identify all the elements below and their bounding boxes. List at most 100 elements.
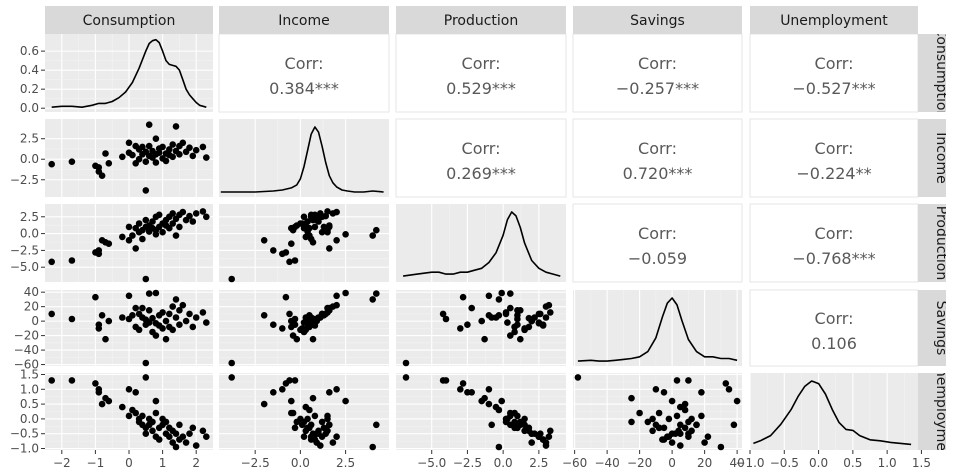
scatter-point bbox=[159, 325, 166, 332]
scatter-point bbox=[311, 223, 319, 231]
density-curve bbox=[402, 211, 561, 277]
scatter-point bbox=[655, 409, 663, 417]
strip-top-2: Production bbox=[396, 6, 566, 34]
scatter-point bbox=[95, 325, 103, 332]
density-curve bbox=[51, 38, 207, 108]
corr-value: −0.257*** bbox=[616, 79, 699, 98]
scatter-point bbox=[169, 326, 176, 334]
scatter-point bbox=[166, 224, 173, 232]
scatter-point bbox=[326, 421, 333, 429]
panel-background bbox=[573, 290, 742, 366]
scatter-point bbox=[48, 160, 55, 168]
panel-r0-c0 bbox=[45, 34, 213, 112]
scatter-point bbox=[172, 232, 180, 239]
scatter-point bbox=[162, 317, 170, 325]
strip-right-label: Unemployment bbox=[933, 358, 949, 466]
scatter-point bbox=[132, 409, 139, 417]
scatter-point bbox=[142, 374, 150, 381]
scatter-point bbox=[172, 296, 180, 303]
y-tick-label: 0.0 bbox=[20, 152, 39, 166]
corr-panel-background bbox=[572, 33, 743, 113]
x-tick-label: 1.0 bbox=[878, 456, 897, 470]
scatter-point bbox=[309, 394, 317, 402]
scatter-point bbox=[542, 442, 550, 449]
scatter-point bbox=[203, 213, 210, 221]
scatter-point bbox=[326, 304, 333, 312]
scatter-point bbox=[514, 307, 521, 314]
scatter-point bbox=[192, 442, 200, 449]
x-tick-label: 0.0 bbox=[291, 456, 310, 470]
scatter-point bbox=[260, 400, 268, 408]
scatter-point bbox=[169, 220, 176, 227]
scatter-point bbox=[152, 159, 160, 166]
scatter-point bbox=[665, 433, 673, 441]
panel-r1-c0 bbox=[45, 119, 213, 197]
y-tick-label: 1.0 bbox=[20, 382, 39, 396]
scatter-point bbox=[402, 359, 410, 367]
corr-label: Corr: bbox=[462, 139, 501, 158]
scatter-point bbox=[504, 319, 511, 326]
scatter-point bbox=[704, 433, 712, 441]
scatter-point bbox=[537, 310, 544, 318]
y-tick-label: −1.0 bbox=[10, 442, 39, 456]
scatter-point bbox=[125, 386, 133, 393]
panel-r4-c4 bbox=[749, 373, 918, 450]
scatter-point bbox=[333, 208, 340, 216]
scatter-point bbox=[125, 223, 133, 231]
scatter-point bbox=[179, 139, 187, 147]
x-tick-label: −0.5 bbox=[770, 456, 799, 470]
corr-panel-background bbox=[218, 33, 390, 113]
x-tick-label: −2 bbox=[53, 456, 71, 470]
corr-label: Corr: bbox=[815, 309, 854, 328]
scatter-point bbox=[333, 386, 340, 393]
scatter-point bbox=[179, 433, 187, 441]
scatter-point bbox=[306, 406, 313, 414]
scatter-point bbox=[142, 275, 150, 283]
strip-right-label: Savings bbox=[933, 301, 949, 356]
panel-r3-c1 bbox=[219, 289, 389, 367]
scatter-point bbox=[189, 152, 197, 160]
scatter-point bbox=[373, 421, 380, 429]
corr-value: 0.720*** bbox=[623, 164, 693, 183]
scatter-point bbox=[48, 310, 55, 318]
scatter-point bbox=[270, 389, 277, 396]
y-tick-label: −60 bbox=[14, 358, 39, 372]
x-tick-label: 1.5 bbox=[912, 456, 931, 470]
strip-right-background bbox=[918, 119, 946, 197]
scatter-point bbox=[145, 226, 153, 234]
scatter-point bbox=[317, 314, 324, 321]
scatter-point bbox=[369, 232, 377, 239]
scatter-point bbox=[169, 303, 176, 310]
corr-value: 0.384*** bbox=[269, 79, 339, 98]
scatter-point bbox=[199, 143, 207, 151]
scatter-point bbox=[152, 409, 160, 417]
scatter-point bbox=[98, 400, 106, 408]
x-tick-label: −1.0 bbox=[735, 456, 764, 470]
scatter-point bbox=[68, 257, 76, 264]
scatter-point bbox=[291, 321, 299, 329]
corr-label: Corr: bbox=[638, 139, 677, 158]
scatter-point bbox=[119, 314, 126, 321]
corr-value: −0.527*** bbox=[792, 79, 875, 98]
scatter-point bbox=[402, 374, 410, 381]
scatter-point bbox=[688, 427, 695, 435]
corr-panel-r3-c4: Corr: 0.106 bbox=[749, 289, 919, 367]
panel-r3-c0 bbox=[45, 289, 213, 367]
scatter-point bbox=[514, 421, 521, 429]
scatter-point bbox=[730, 421, 738, 429]
scatter-point bbox=[270, 247, 277, 254]
scatter-point bbox=[189, 323, 197, 331]
corr-label: Corr: bbox=[638, 54, 677, 73]
scatter-point bbox=[329, 439, 337, 446]
scatter-point bbox=[324, 415, 331, 423]
scatter-point bbox=[172, 123, 180, 130]
strip-right-background bbox=[918, 373, 946, 450]
scatter-point bbox=[304, 424, 311, 432]
scatter-point bbox=[373, 226, 380, 234]
scatter-point bbox=[668, 397, 676, 405]
scatter-point bbox=[203, 433, 210, 441]
scatter-point bbox=[542, 314, 550, 321]
scatter-point bbox=[681, 406, 689, 414]
panel-background bbox=[396, 204, 566, 282]
y-tick-label: −2.5 bbox=[10, 173, 39, 187]
